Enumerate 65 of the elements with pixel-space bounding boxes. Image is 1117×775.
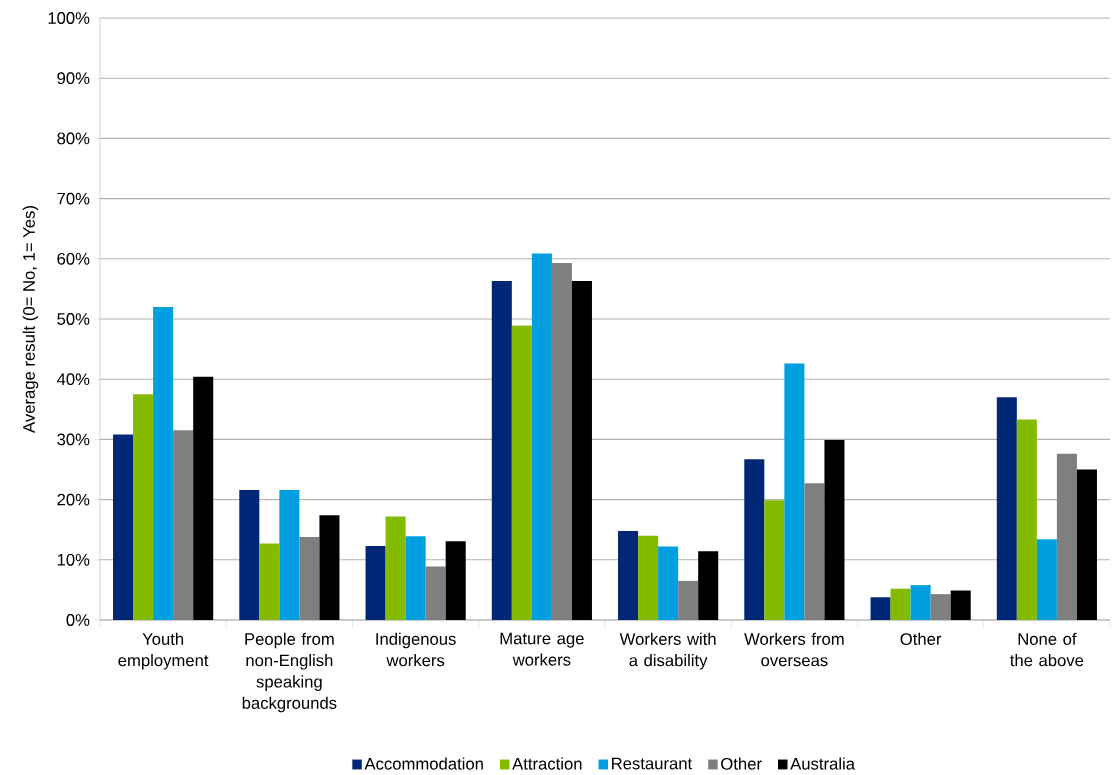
y-tick-label: 0% (66, 614, 90, 626)
bar (784, 363, 805, 620)
y-tick-label: 60% (57, 252, 90, 265)
x-tick-label: Mature age workers (500, 632, 584, 666)
y-tick-label: 30% (57, 433, 90, 446)
bar (299, 536, 320, 620)
bar (385, 516, 406, 620)
bar (764, 500, 785, 620)
bar (804, 483, 825, 620)
bar (113, 434, 134, 620)
bar (173, 430, 194, 620)
legend-label: Restaurant (612, 757, 693, 770)
bar (744, 459, 765, 620)
y-tick-label: 80% (57, 132, 90, 145)
bar (133, 394, 154, 620)
y-tick-label: 90% (57, 72, 90, 85)
y-tick-label: 50% (57, 313, 90, 325)
bar (193, 376, 214, 620)
bar (239, 489, 260, 620)
bar (698, 551, 719, 620)
y-tick-label: 20% (57, 493, 90, 506)
bar (996, 397, 1017, 620)
legend-label: Accommodation (364, 757, 483, 770)
bar (425, 566, 446, 620)
bar (1076, 469, 1097, 620)
bar (279, 489, 300, 620)
bar (824, 440, 845, 620)
y-tick-label: 10% (57, 553, 90, 566)
y-tick-label: 40% (56, 373, 90, 386)
legend-label: Australia (790, 757, 856, 770)
bar (571, 281, 592, 620)
bar (531, 253, 552, 620)
bar (1036, 539, 1057, 620)
bar (1016, 419, 1037, 620)
bar (551, 263, 572, 620)
bar (511, 325, 532, 620)
x-tick-label: None of the above (1010, 632, 1084, 667)
bar (491, 281, 512, 620)
legend-label: Other (721, 757, 762, 770)
x-tick-label: Indigenous workers (376, 632, 456, 667)
x-tick-label: Workers from overseas (744, 632, 844, 667)
bar (890, 588, 911, 620)
x-tick-label: Workers with a disability (619, 632, 716, 670)
bar (618, 530, 639, 620)
bar (445, 541, 466, 620)
bar (1056, 453, 1077, 620)
bar (658, 546, 679, 620)
bar (930, 594, 951, 620)
bar (638, 535, 659, 620)
bar (870, 597, 891, 620)
x-tick-label: Youth employment (118, 632, 209, 670)
y-tick-label: 100% (48, 12, 90, 24)
y-tick-label: 70% (57, 192, 90, 205)
bar (950, 590, 971, 620)
x-tick-label: People from non-English speaking backgrounds (242, 632, 337, 713)
x-tick-label: Other (900, 632, 942, 645)
bar (259, 543, 280, 620)
bar (910, 585, 931, 620)
bar (153, 306, 174, 620)
bar (678, 580, 699, 620)
bar (319, 515, 340, 620)
legend-label: Attraction (512, 757, 582, 770)
bar (365, 545, 386, 620)
y-axis-title: Average result (0= No, 1= Yes) (22, 206, 39, 433)
bar (405, 536, 426, 620)
